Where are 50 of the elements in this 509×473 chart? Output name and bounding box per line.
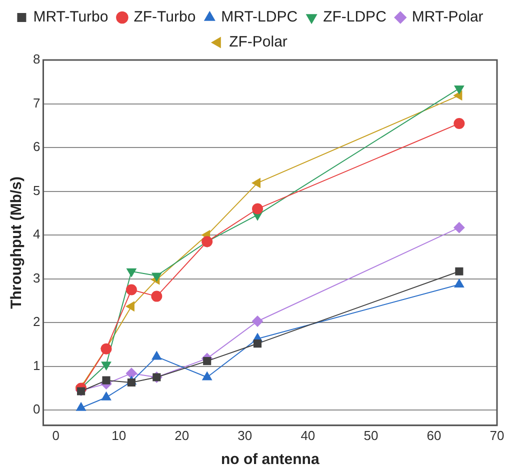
y-tick-label: 0 <box>32 402 40 417</box>
x-tick-label: 20 <box>174 428 190 443</box>
point <box>202 236 213 248</box>
y-tick-label: 1 <box>32 358 40 373</box>
point <box>126 284 137 296</box>
legend-label: MRT-LDPC <box>221 8 298 26</box>
y-tick-label: 6 <box>32 139 40 154</box>
y-tick-label: 5 <box>32 182 40 198</box>
point <box>127 378 136 387</box>
point <box>126 302 134 312</box>
point <box>252 316 264 327</box>
point <box>126 368 137 379</box>
point <box>152 351 162 360</box>
legend-label: MRT-Turbo <box>33 8 108 26</box>
point <box>151 290 162 302</box>
legend-label: ZF-Turbo <box>134 8 196 26</box>
x-tick-label: 70 <box>490 428 504 443</box>
y-tick-label: 3 <box>32 270 40 286</box>
x-tick-label: 40 <box>300 428 316 443</box>
point <box>455 267 464 276</box>
point <box>454 278 464 288</box>
legend-label: ZF-Polar <box>229 34 288 51</box>
y-tick-label: 4 <box>32 226 40 242</box>
point <box>454 90 462 100</box>
point <box>101 392 112 400</box>
point <box>252 178 261 188</box>
point <box>454 222 465 234</box>
point <box>253 340 262 348</box>
y-tick-label: 8 <box>32 52 40 67</box>
x-tick-label: 30 <box>238 428 252 443</box>
y-tick-label: 2 <box>32 314 40 330</box>
x-tick-label: 0 <box>52 428 60 443</box>
legend-label: ZF-LDPC <box>323 8 387 26</box>
point <box>126 268 136 277</box>
point <box>152 272 162 282</box>
point <box>202 372 212 380</box>
y-axis-title: Throughput (Mb/s) <box>8 176 26 309</box>
legend-label: MRT-Polar <box>412 8 484 26</box>
point <box>102 376 110 384</box>
point <box>203 357 212 366</box>
x-tick-label: 50 <box>364 428 378 443</box>
point <box>454 118 465 129</box>
point <box>76 402 86 411</box>
point <box>454 85 464 94</box>
y-tick-label: 7 <box>32 95 40 110</box>
x-tick-label: 10 <box>112 428 126 443</box>
x-axis-title: no of antenna <box>220 451 320 468</box>
point <box>252 203 264 214</box>
x-tick-label: 60 <box>426 428 442 443</box>
point <box>100 343 112 354</box>
